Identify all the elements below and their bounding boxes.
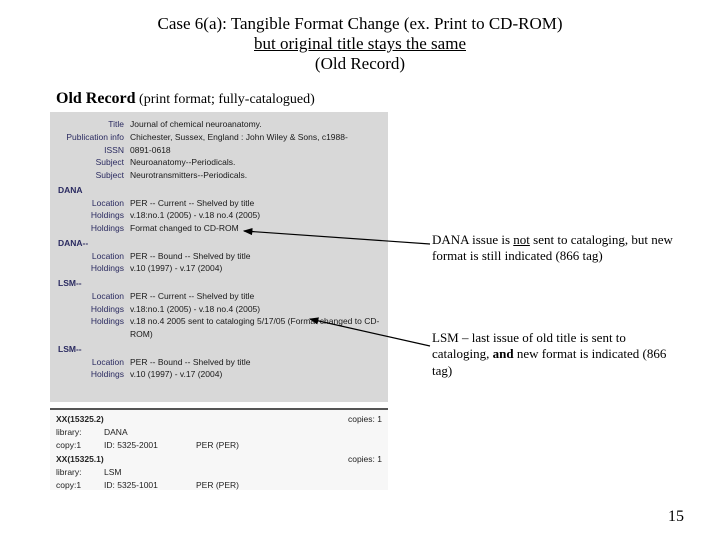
bottom-hdr-2: XX(15325.1) xyxy=(56,453,104,466)
record-row: LocationPER -- Current -- Shelved by tit… xyxy=(54,197,384,210)
subtitle-rest: (print format; fully-catalogued) xyxy=(136,92,315,107)
record-value: Journal of chemical neuroanatomy. xyxy=(130,118,384,131)
record-label: ISSN xyxy=(54,144,130,157)
record-row: Publication infoChichester, Sussex, Engl… xyxy=(54,131,384,144)
record-value: Chichester, Sussex, England : John Wiley… xyxy=(130,131,384,144)
callout1-pre: DANA issue is xyxy=(432,232,513,247)
bottom-copy-1: copy:1 xyxy=(56,439,104,452)
record-row: LocationPER -- Current -- Shelved by tit… xyxy=(54,290,384,303)
record-group: DANA-- xyxy=(54,237,384,250)
bottom-id-2: ID: 5325-1001 xyxy=(104,479,196,492)
record-row: Holdingsv.10 (1997) - v.17 (2004) xyxy=(54,262,384,275)
callout1-underline: not xyxy=(513,232,530,247)
record-value: PER -- Current -- Shelved by title xyxy=(130,197,384,210)
record-label: Holdings xyxy=(54,368,130,381)
record-value: Format changed to CD-ROM xyxy=(130,222,384,235)
record-label: Holdings xyxy=(54,262,130,275)
bottom-copy-2: copy:1 xyxy=(56,479,104,492)
record-row: ISSN0891-0618 xyxy=(54,144,384,157)
bottom-per-2: PER (PER) xyxy=(196,479,239,492)
record-value: v.10 (1997) - v.17 (2004) xyxy=(130,262,384,275)
bottom-panel: XX(15325.2)copies: 1 library:DANA copy:1… xyxy=(50,408,388,490)
record-value: v.10 (1997) - v.17 (2004) xyxy=(130,368,384,381)
record-value: PER -- Current -- Shelved by title xyxy=(130,290,384,303)
record-label: Holdings xyxy=(54,209,130,222)
record-label: Subject xyxy=(54,169,130,182)
record-value: Neurotransmitters--Periodicals. xyxy=(130,169,384,182)
record-row: LocationPER -- Bound -- Shelved by title xyxy=(54,356,384,369)
record-label: Location xyxy=(54,356,130,369)
record-label: Subject xyxy=(54,156,130,169)
record-value: PER -- Bound -- Shelved by title xyxy=(130,250,384,263)
title-line1: Case 6(a): Tangible Format Change (ex. P… xyxy=(0,14,720,34)
callout2-bold: and xyxy=(493,346,514,361)
bottom-lib-val-1: DANA xyxy=(104,426,196,439)
record-label: Location xyxy=(54,290,130,303)
record-row: Holdingsv.18:no.1 (2005) - v.18 no.4 (20… xyxy=(54,209,384,222)
record-row: SubjectNeuroanatomy--Periodicals. xyxy=(54,156,384,169)
record-label: Holdings xyxy=(54,303,130,316)
bottom-hdr-1: XX(15325.2) xyxy=(56,413,104,426)
record-value: Neuroanatomy--Periodicals. xyxy=(130,156,384,169)
title-line3: (Old Record) xyxy=(0,54,720,74)
record-label: Holdings xyxy=(54,315,130,341)
subtitle: Old Record (print format; fully-catalogu… xyxy=(56,90,315,108)
bottom-copies-1: copies: 1 xyxy=(348,413,382,426)
title-line2: but original title stays the same xyxy=(0,34,720,54)
record-value: 0891-0618 xyxy=(130,144,384,157)
record-value: v.18 no.4 2005 sent to cataloging 5/17/0… xyxy=(130,315,384,341)
subtitle-bold: Old Record xyxy=(56,90,136,107)
title-block: Case 6(a): Tangible Format Change (ex. P… xyxy=(0,0,720,74)
callout-dana: DANA issue is not sent to cataloging, bu… xyxy=(432,232,682,265)
bottom-id-1: ID: 5325-2001 xyxy=(104,439,196,452)
record-row: Holdingsv.18 no.4 2005 sent to catalogin… xyxy=(54,315,384,341)
bottom-lib-lab-2: library: xyxy=(56,466,104,479)
bottom-lib-val-2: LSM xyxy=(104,466,196,479)
page-number: 15 xyxy=(668,508,684,526)
record-row: Holdingsv.18:no.1 (2005) - v.18 no.4 (20… xyxy=(54,303,384,316)
bottom-lib-lab-1: library: xyxy=(56,426,104,439)
record-label: Location xyxy=(54,250,130,263)
record-row: LocationPER -- Bound -- Shelved by title xyxy=(54,250,384,263)
record-row: HoldingsFormat changed to CD-ROM xyxy=(54,222,384,235)
record-group: DANA xyxy=(54,184,384,197)
record-row: TitleJournal of chemical neuroanatomy. xyxy=(54,118,384,131)
record-group: LSM-- xyxy=(54,277,384,290)
record-value: PER -- Bound -- Shelved by title xyxy=(130,356,384,369)
record-row: SubjectNeurotransmitters--Periodicals. xyxy=(54,169,384,182)
record-panel: TitleJournal of chemical neuroanatomy.Pu… xyxy=(50,112,388,402)
record-label: Title xyxy=(54,118,130,131)
record-label: Location xyxy=(54,197,130,210)
record-value: v.18:no.1 (2005) - v.18 no.4 (2005) xyxy=(130,303,384,316)
record-group: LSM-- xyxy=(54,343,384,356)
bottom-per-1: PER (PER) xyxy=(196,439,239,452)
record-label: Publication info xyxy=(54,131,130,144)
record-row: Holdingsv.10 (1997) - v.17 (2004) xyxy=(54,368,384,381)
callout-lsm: LSM – last issue of old title is sent to… xyxy=(432,330,682,379)
record-label: Holdings xyxy=(54,222,130,235)
bottom-copies-2: copies: 1 xyxy=(348,453,382,466)
record-value: v.18:no.1 (2005) - v.18 no.4 (2005) xyxy=(130,209,384,222)
